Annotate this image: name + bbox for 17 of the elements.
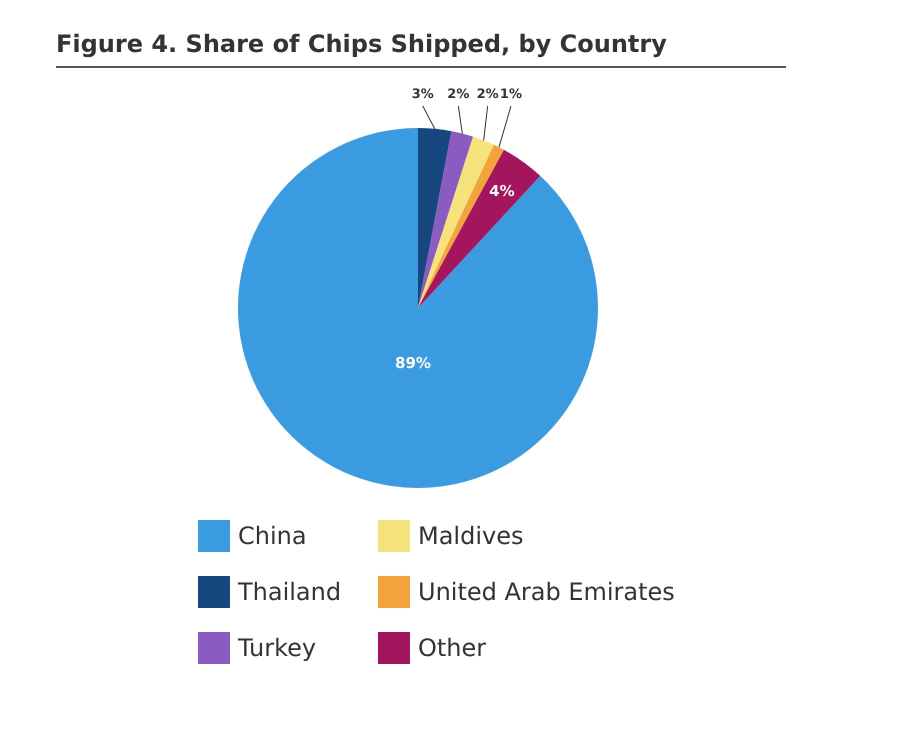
data-label: 2% [447,87,470,102]
legend-label: Other [418,634,486,662]
legend-label: Maldives [418,522,524,550]
data-label: 3% [412,87,434,102]
pie-slice [418,131,474,308]
pie-slice [418,150,540,308]
data-label: 2% [476,87,499,102]
legend-label: United Arab Emirates [418,578,675,606]
data-label: 4% [489,182,515,200]
pie-slice [418,128,452,308]
data-label: 1% [500,87,522,102]
data-label: 89% [395,354,431,372]
pie-slice [238,128,598,488]
legend-label: Thailand [238,578,342,606]
chart-title: Figure 4. Share of Chips Shipped, by Country [56,8,786,68]
legend-label: China [238,522,307,550]
legend-label: Turkey [238,634,316,662]
